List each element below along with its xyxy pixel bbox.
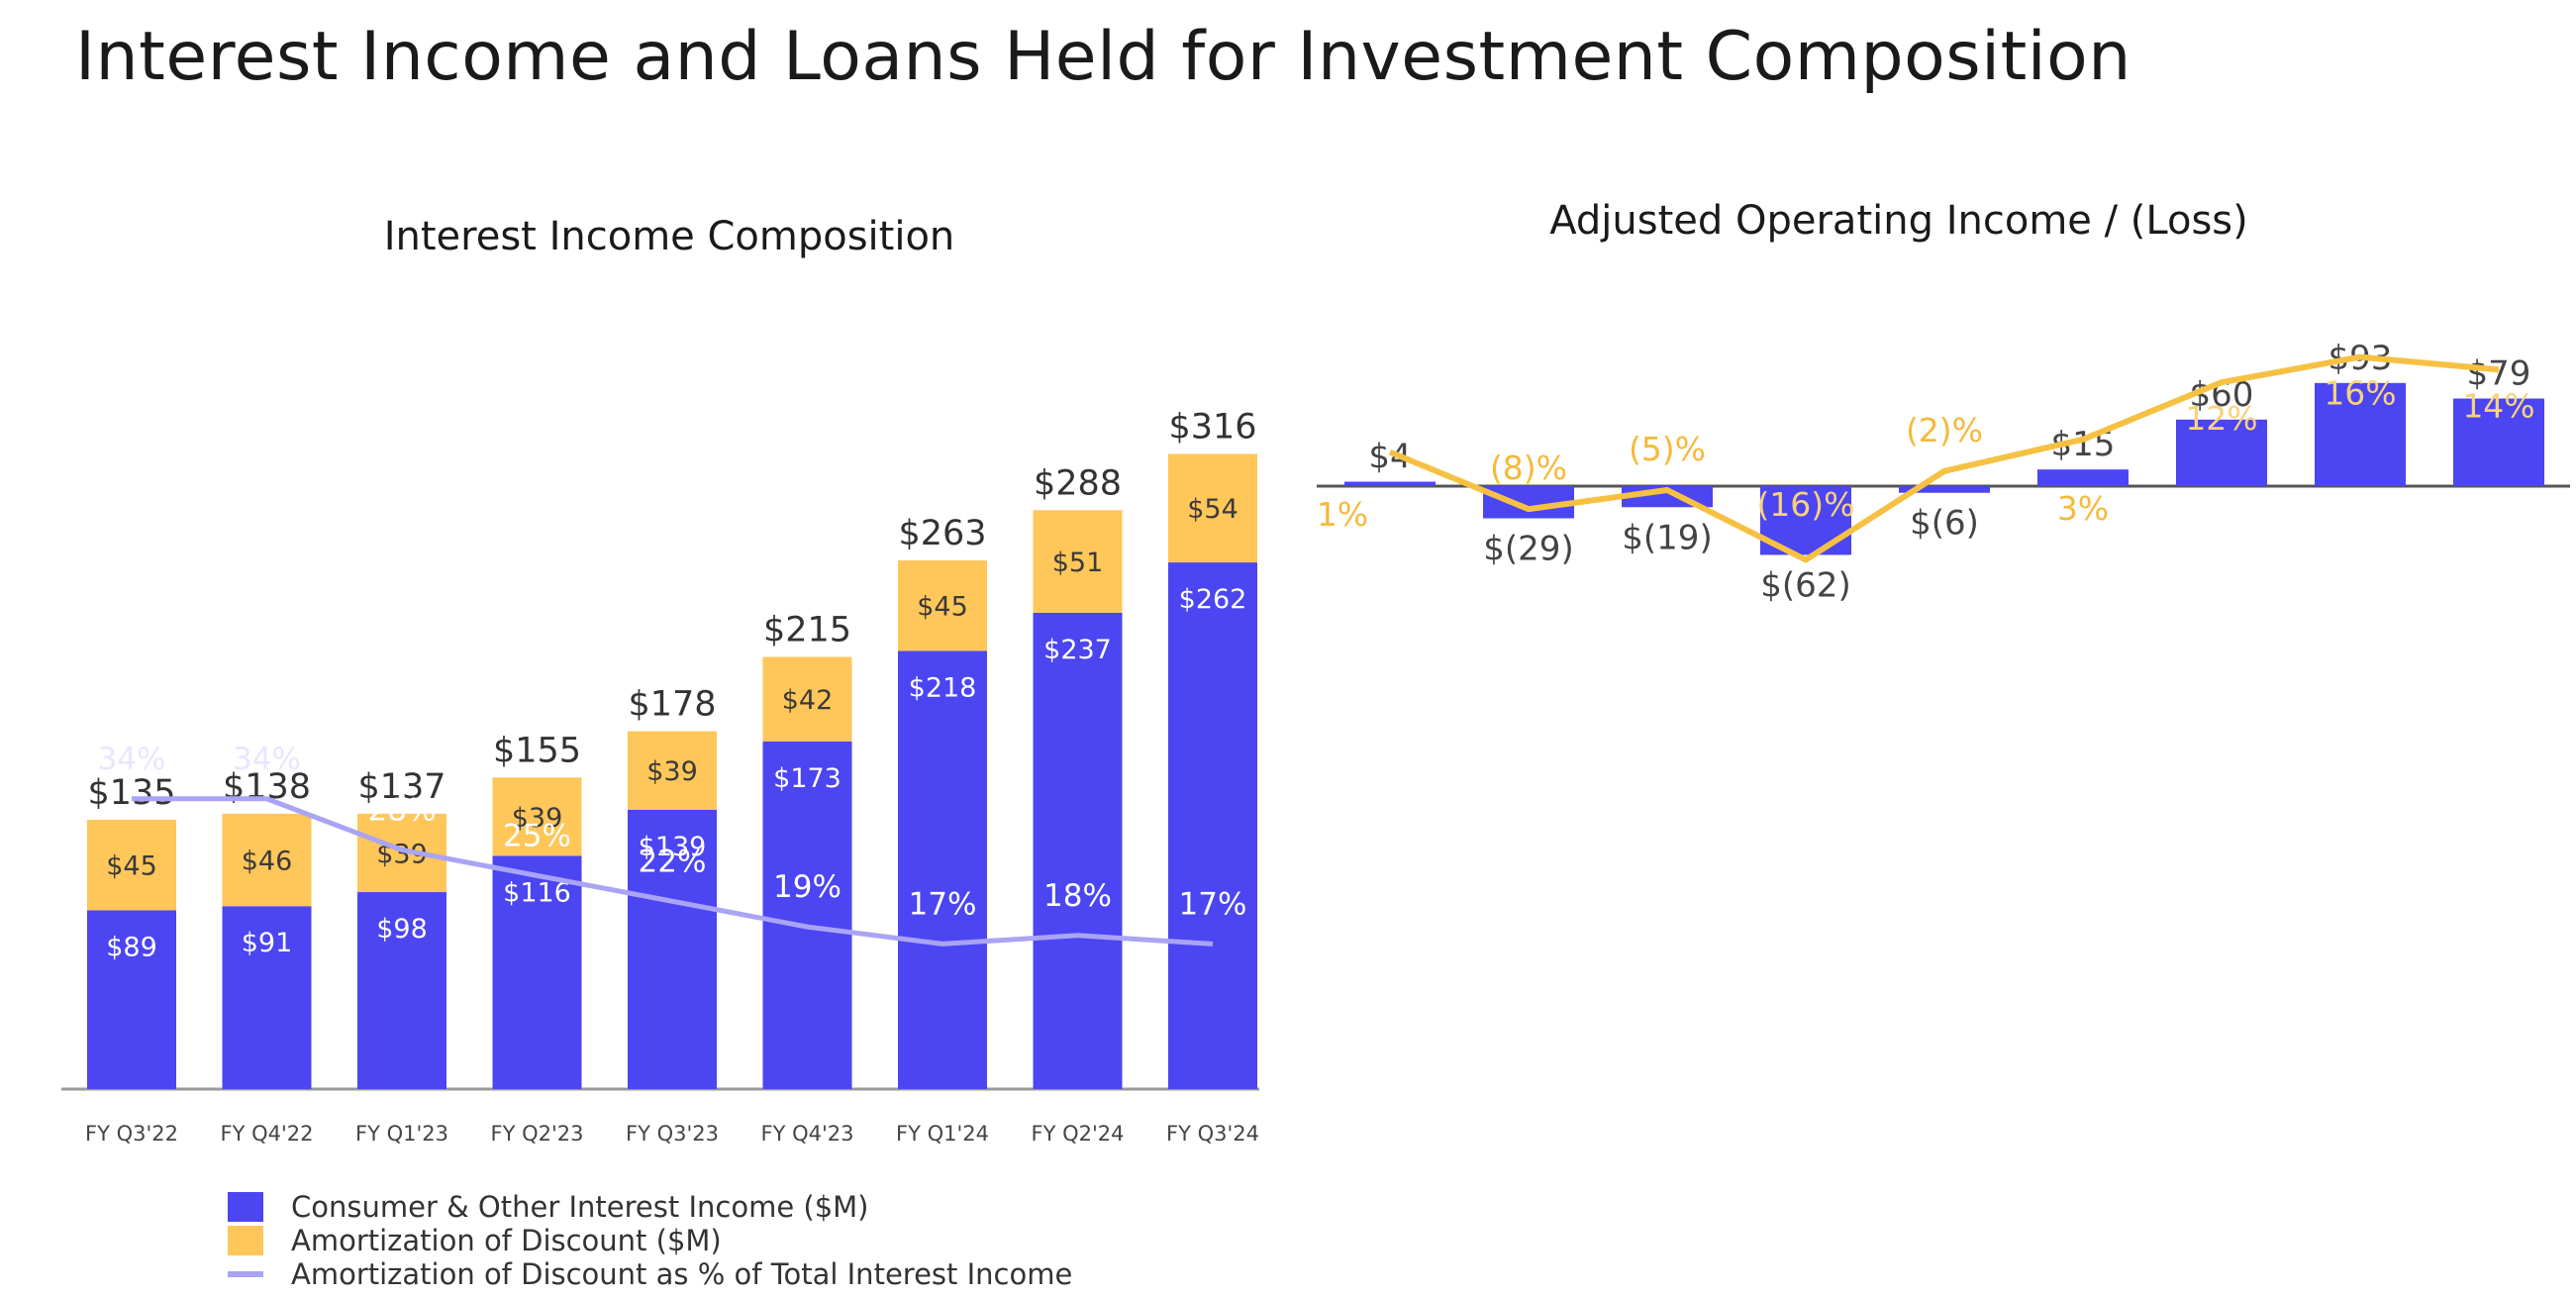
operating-income-chart: $4$(29) $(19)$(62)$(6)$15$60$93 $791%(8)%(… <box>1317 339 2570 605</box>
bar-amortization <box>222 813 312 907</box>
legend-item-amortization: Amortization of Discount ($M) <box>228 1224 1072 1257</box>
bar-amortization <box>1033 510 1123 613</box>
total-value-label: $316 <box>1168 407 1256 447</box>
total-value-label: $178 <box>628 685 716 725</box>
bar-consumer <box>628 809 717 1089</box>
total-value-label: $137 <box>357 767 446 807</box>
x-tick-label: FY Q4'22 <box>221 1122 314 1146</box>
bar-amortization <box>1168 453 1257 563</box>
amortization-value-label: $45 <box>106 851 157 882</box>
operating-value-label: $(19) <box>1622 518 1712 557</box>
legend-label-consumer: Consumer & Other Interest Income ($M) <box>291 1190 869 1224</box>
bar-consumer <box>222 906 312 1089</box>
operating-value-label: $(29) <box>1483 529 1573 568</box>
legend-label-pct: Amortization of Discount as % of Total I… <box>291 1257 1073 1291</box>
amortization-value-label: $54 <box>1187 494 1238 525</box>
consumer-value-label: $139 <box>639 832 707 862</box>
x-tick-label: FY Q2'23 <box>491 1122 584 1146</box>
bar-consumer <box>1033 612 1123 1089</box>
bar-consumer <box>762 741 852 1089</box>
operating-value-label: $(62) <box>1760 565 1850 605</box>
bar-amortization <box>762 656 852 742</box>
total-value-label: $155 <box>493 731 581 770</box>
legend-swatch-consumer <box>228 1192 263 1222</box>
margin-pct-label: (5)% <box>1629 430 1706 468</box>
margin-pct-label: 12% <box>2185 399 2257 438</box>
operating-value-label: $79 <box>2467 354 2531 394</box>
total-value-label: $288 <box>1034 463 1122 503</box>
bar-consumer <box>898 650 987 1089</box>
operating-bar <box>2037 469 2129 486</box>
pct-point-label: 22% <box>639 844 707 879</box>
total-value-label: $215 <box>763 610 851 650</box>
interest-income-legend: Consumer & Other Interest Income ($M) Am… <box>228 1190 1072 1291</box>
x-tick-label: FY Q2'24 <box>1032 1122 1125 1146</box>
x-tick-label: FY Q1'23 <box>355 1122 448 1146</box>
margin-pct-label: 16% <box>2324 374 2396 413</box>
operating-bar <box>1899 486 1990 493</box>
bar-amortization <box>492 777 582 856</box>
operating-income-chart-title: Adjusted Operating Income / (Loss) <box>1549 198 2248 244</box>
amortization-value-label: $46 <box>242 847 293 877</box>
consumer-value-label: $116 <box>503 877 571 908</box>
amortization-value-label: $39 <box>646 756 698 787</box>
margin-pct-label: 1% <box>1317 495 1368 534</box>
consumer-value-label: $89 <box>106 932 157 962</box>
margin-pct-label: 14% <box>2462 386 2534 425</box>
x-tick-label: FY Q4'23 <box>761 1122 854 1146</box>
operating-bar <box>1344 481 1436 486</box>
x-tick-label: FY Q1'24 <box>896 1122 989 1146</box>
consumer-value-label: $98 <box>376 914 428 945</box>
pct-point-label: 17% <box>1179 886 1247 922</box>
amortization-value-label: $51 <box>1052 548 1104 578</box>
pct-point-label: 34% <box>98 742 166 777</box>
pct-point-label: 25% <box>503 818 571 853</box>
bar-amortization <box>87 819 176 911</box>
legend-item-pct: Amortization of Discount as % of Total I… <box>228 1257 1072 1291</box>
bar-amortization <box>898 560 987 651</box>
consumer-value-label: $173 <box>773 763 842 794</box>
total-value-label: $135 <box>87 773 175 813</box>
margin-line <box>1388 353 2500 563</box>
operating-bar <box>2315 382 2406 486</box>
x-tick-label: FY Q3'23 <box>626 1122 719 1146</box>
margin-pct-label: 3% <box>2057 489 2109 528</box>
operating-bar <box>2176 419 2267 486</box>
x-tick-label: FY Q3'24 <box>1166 1122 1259 1146</box>
legend-label-amortization: Amortization of Discount ($M) <box>291 1224 722 1257</box>
bar-consumer <box>1168 562 1257 1089</box>
consumer-value-label: $218 <box>909 672 977 703</box>
pct-point-label: 28% <box>368 793 437 829</box>
pct-line <box>132 796 1214 947</box>
consumer-value-label: $262 <box>1179 584 1247 615</box>
operating-value-label: $(6) <box>1910 504 1979 544</box>
total-value-label: $263 <box>898 514 986 553</box>
operating-bar <box>2453 398 2544 486</box>
interest-income-chart-title: Interest Income Composition <box>383 214 955 259</box>
margin-pct-label: (8)% <box>1490 449 1567 487</box>
pct-point-label: 17% <box>909 886 977 922</box>
legend-swatch-amortization <box>228 1226 263 1255</box>
pct-point-label: 18% <box>1043 878 1112 914</box>
legend-swatch-pct <box>228 1271 263 1277</box>
consumer-value-label: $91 <box>242 928 293 958</box>
amortization-value-label: $39 <box>512 803 563 834</box>
amortization-value-label: $42 <box>782 685 834 716</box>
consumer-value-label: $237 <box>1043 635 1112 665</box>
bar-consumer <box>357 892 446 1089</box>
bar-consumer <box>492 855 582 1089</box>
page-title: Interest Income and Loans Held for Inves… <box>75 18 2131 96</box>
amortization-value-label: $45 <box>917 592 968 623</box>
bar-amortization <box>357 813 446 893</box>
legend-item-consumer: Consumer & Other Interest Income ($M) <box>228 1190 1072 1224</box>
margin-pct-label: (2)% <box>1906 411 1983 450</box>
pct-point-label: 34% <box>233 742 301 777</box>
margin-pct-label: (16)% <box>1756 485 1854 524</box>
x-tick-label: FY Q3'22 <box>85 1122 178 1146</box>
bar-consumer <box>87 910 176 1089</box>
pct-point-label: 19% <box>773 869 842 905</box>
bar-amortization <box>628 731 717 810</box>
